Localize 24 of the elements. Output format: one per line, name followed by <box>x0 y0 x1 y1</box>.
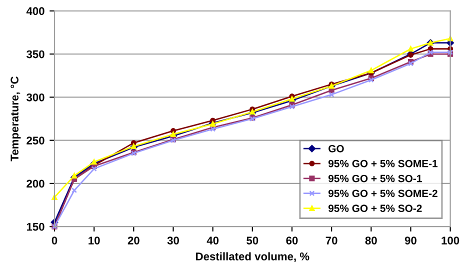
x-tick-label: 90 <box>404 236 416 244</box>
y-tick-label: 250 <box>26 136 44 144</box>
y-tick-label: 200 <box>26 180 44 188</box>
x-tick-label: 10 <box>88 236 100 244</box>
x-tick-label: 40 <box>206 236 219 244</box>
y-tick-label: 150 <box>26 222 44 231</box>
x-tick-label: 50 <box>246 236 258 244</box>
x-tick-label: 70 <box>326 236 338 244</box>
x-tick-label: 100 <box>442 236 460 244</box>
x-tick-label: 0 <box>52 236 58 244</box>
y-axis-title: Temperature, °C <box>10 76 21 162</box>
y-tick-label: 350 <box>26 50 44 58</box>
legend-label: 95% GO + 5% SO-2 <box>328 204 422 212</box>
x-tick-label: 60 <box>286 236 298 244</box>
legend-label: 95% GO + 5% SOME-2 <box>328 190 438 198</box>
legend-label: 95% GO + 5% SO-1 <box>328 174 422 182</box>
x-tick-label: 20 <box>128 236 140 244</box>
legend-label: GO <box>328 144 344 152</box>
x-axis-title: Destillated volume, % <box>196 252 310 262</box>
legend-label: 95% GO + 5% SOME-1 <box>328 160 438 168</box>
x-tick-label: 30 <box>167 236 179 244</box>
x-tick-label: 80 <box>365 236 377 244</box>
y-tick-label: 300 <box>26 93 44 102</box>
y-tick-label: 400 <box>26 7 44 16</box>
